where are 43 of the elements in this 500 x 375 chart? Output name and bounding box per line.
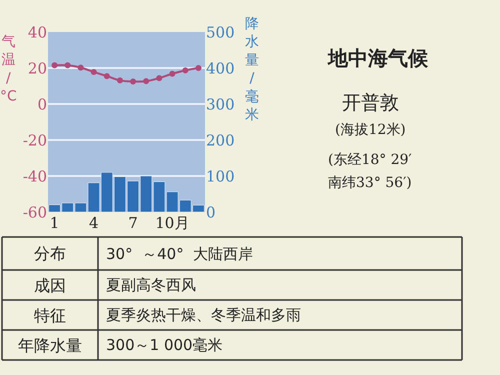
y2-tick-label: 300 <box>206 95 235 114</box>
point <box>169 70 176 77</box>
y-tick-label: 0 <box>37 95 47 114</box>
text: 夏副高冬西风 <box>106 276 196 294</box>
y2-tick-label: 200 <box>206 131 235 150</box>
text: (东经18° 29′ <box>328 152 412 168</box>
y-tick-label: -20 <box>22 131 47 150</box>
point <box>78 64 84 71</box>
x-tick-label: 10月 <box>155 214 190 232</box>
point <box>90 68 97 75</box>
y-tick-label: 40 <box>28 23 47 42</box>
y2-tick-label: 100 <box>206 167 235 186</box>
text: 南纬33° 56′) <box>328 175 412 191</box>
point <box>156 75 162 82</box>
x-tick-label: 4 <box>89 214 99 232</box>
x-tick-label: 7 <box>128 214 138 232</box>
y2-axis-title: 降水量/毫米 <box>245 16 259 123</box>
point <box>195 65 202 71</box>
point <box>64 62 71 68</box>
y-tick-label: -40 <box>22 167 47 186</box>
y-tick-label: 20 <box>28 59 47 78</box>
point <box>143 78 150 84</box>
text: 分布 <box>34 244 66 263</box>
point <box>52 62 58 68</box>
text: 年降水量 <box>18 336 82 355</box>
y2-tick-label: 400 <box>206 59 235 78</box>
x-tick-label: 1 <box>50 214 60 232</box>
y-axis-title: 气温/°C <box>0 34 17 105</box>
point <box>116 77 123 84</box>
text: 300～1 000毫米 <box>106 336 223 354</box>
text: 30° ～40° 大陆西岸 <box>106 245 254 263</box>
text: (海拔12米) <box>335 122 406 138</box>
y-tick-label: -60 <box>22 203 47 222</box>
text: 地中海气候 <box>327 46 429 70</box>
y2-tick-label: 500 <box>206 23 235 42</box>
point <box>130 78 136 84</box>
text: 开普敦 <box>342 92 399 114</box>
point <box>104 73 110 80</box>
text: 特征 <box>34 306 66 325</box>
text: 成因 <box>34 276 66 295</box>
y2-tick-label: 0 <box>206 203 216 222</box>
point <box>182 67 188 74</box>
text: 夏季炎热干燥、冬季温和多雨 <box>106 306 301 324</box>
